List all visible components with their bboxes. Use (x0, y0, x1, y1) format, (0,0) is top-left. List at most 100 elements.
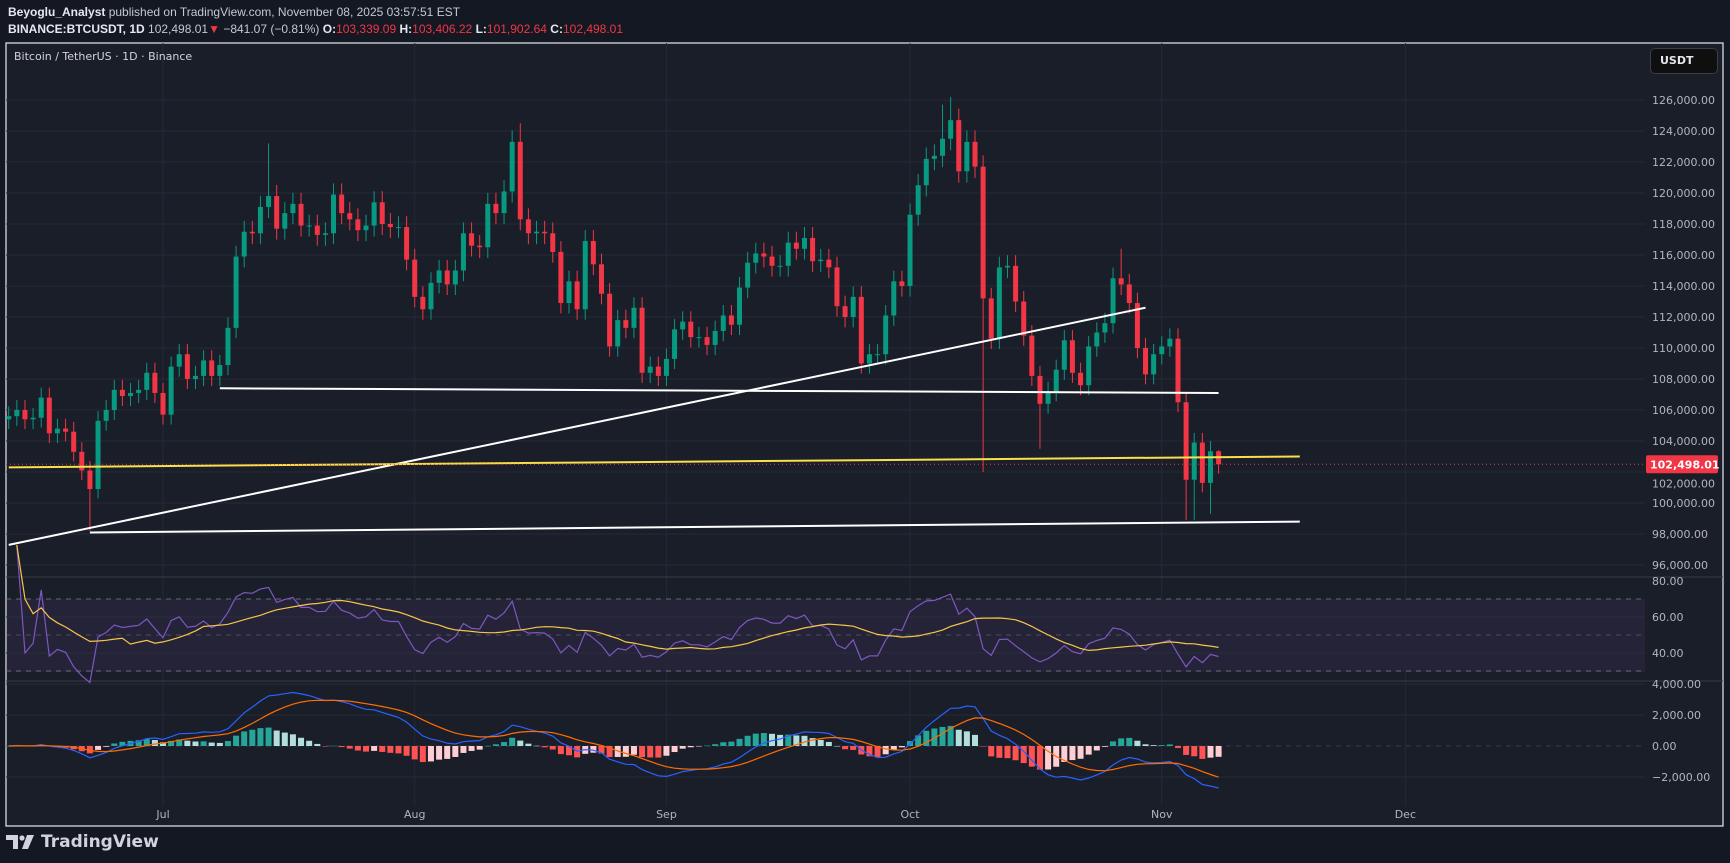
price-tick-label: 118,000.00 (1652, 218, 1715, 231)
candle-body (923, 158, 929, 186)
price-tick-label: 124,000.00 (1652, 125, 1715, 138)
macd-histogram-bar (1069, 746, 1076, 761)
macd-histogram-bar (306, 740, 313, 746)
candle-body (404, 227, 410, 260)
price-tick-label: 110,000.00 (1652, 342, 1715, 355)
macd-histogram-bar (760, 733, 767, 746)
candle-body (607, 293, 613, 347)
candle-body (257, 206, 263, 234)
macd-histogram-bar (801, 735, 808, 746)
macd-histogram-bar (387, 746, 394, 753)
candle-body (54, 428, 60, 434)
candle-body (241, 231, 247, 257)
macd-histogram-bar (695, 746, 702, 747)
author[interactable]: Beyoglu_Analyst (8, 5, 106, 19)
candle-body (225, 327, 231, 366)
macd-histogram-bar (468, 746, 475, 751)
macd-histogram-bar (939, 726, 946, 746)
macd-histogram-bar (752, 733, 759, 746)
candle-body (282, 213, 288, 229)
candle-body (387, 224, 393, 228)
time-tick-label: Sep (656, 808, 677, 821)
macd-histogram-bar (419, 746, 426, 763)
candle-body (915, 185, 921, 215)
candle-body (639, 307, 645, 373)
candle-body (322, 233, 328, 235)
macd-histogram-bar (241, 731, 248, 746)
candle-body (103, 410, 109, 421)
macd-histogram-bar (1191, 746, 1198, 757)
candle-body (184, 354, 190, 379)
currency-button[interactable]: USDT (1650, 48, 1718, 74)
macd-histogram-bar (898, 746, 905, 748)
drawings[interactable] (8, 306, 1300, 546)
candle-body (347, 213, 353, 220)
macd-histogram-bar (371, 746, 378, 751)
macd-histogram-bar (533, 745, 540, 747)
candle-body (1126, 284, 1132, 304)
macd-histogram-bar (866, 746, 873, 757)
tradingview-logo[interactable]: TradingView (6, 832, 159, 852)
macd-histogram-bar (639, 746, 646, 758)
macd-histogram-bar (850, 746, 857, 750)
candle-body (339, 194, 345, 214)
macd-histogram-bar (712, 744, 719, 746)
candle-body (891, 281, 897, 316)
candle-body (590, 241, 596, 265)
macd-histogram-bar (1175, 746, 1181, 749)
macd-histogram-bar (273, 730, 280, 746)
candle-body (371, 202, 377, 226)
candle-body (209, 360, 215, 376)
macd-histogram-bar (817, 739, 824, 746)
macd-histogram-bar (842, 746, 849, 750)
candle-body (1199, 442, 1205, 483)
candle-body (525, 219, 531, 234)
candle-body (63, 428, 69, 432)
candle-body (1134, 303, 1140, 348)
candle-body (452, 270, 458, 285)
candle-body (1159, 346, 1165, 355)
candle-body (842, 306, 848, 317)
macd-histogram-bar (777, 734, 784, 746)
candle-body (1069, 340, 1075, 373)
macd-histogram-bar (338, 746, 345, 748)
macd-histogram-bar (955, 729, 962, 746)
macd-histogram-bar (671, 746, 678, 753)
candle-body (996, 267, 1002, 339)
macd-histogram-bar (549, 746, 556, 750)
candle-body (647, 366, 653, 373)
macd-histogram-bar (1061, 746, 1068, 762)
candle-body (907, 214, 913, 286)
macd-histogram-bar (95, 746, 102, 750)
rsi-pane (16, 544, 1219, 684)
macd-histogram-bar (363, 746, 369, 752)
macd-histogram-bar (931, 728, 938, 746)
macd-histogram-bar (103, 746, 110, 747)
macd-histogram-bar (298, 737, 305, 746)
time-tick-label: Nov (1151, 808, 1173, 821)
macd-histogram-bar (769, 733, 775, 746)
macd-histogram-bar (882, 746, 889, 755)
candle-body (883, 315, 889, 355)
grid (6, 43, 1645, 806)
candle-body (1029, 335, 1035, 376)
candle-body (290, 203, 296, 214)
macd-histogram-bar (1118, 738, 1125, 746)
macd-histogram-bar (1093, 746, 1100, 751)
candle-body (1118, 278, 1124, 285)
macd-histogram-bar (704, 745, 711, 747)
candle-body (87, 470, 93, 490)
price-tick-label: 96,000.00 (1652, 559, 1708, 572)
candle-body (1094, 332, 1100, 347)
candle-body (266, 196, 272, 207)
macd-line (8, 691, 1219, 789)
candle-body (460, 233, 466, 271)
macd-histogram-bar (436, 746, 443, 760)
candle-body (737, 287, 743, 325)
candle-body (249, 231, 255, 234)
macd-histogram-bar (1166, 744, 1173, 746)
candle-body (111, 389, 117, 410)
candle-body (306, 225, 312, 227)
macd-histogram-bar (833, 745, 840, 747)
